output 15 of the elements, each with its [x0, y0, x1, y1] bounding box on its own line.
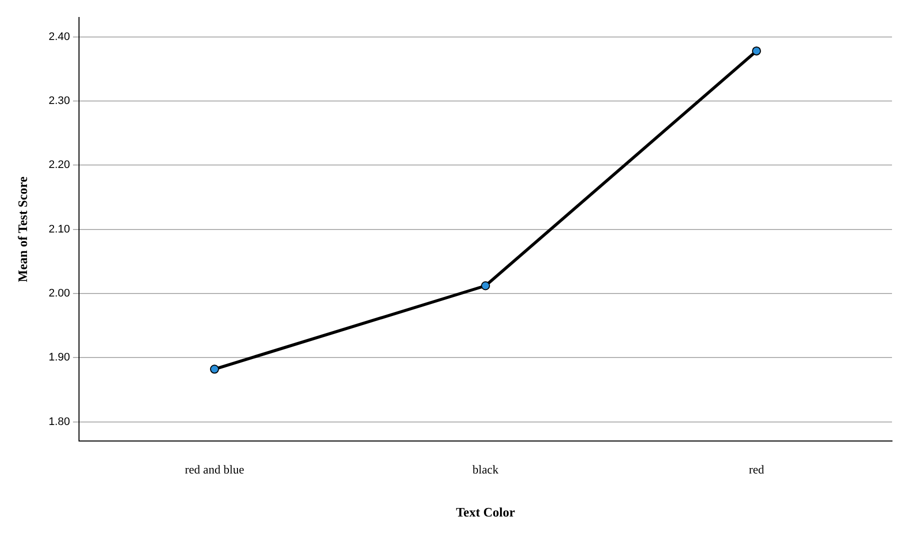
- y-tick-label: 2.10: [48, 223, 70, 236]
- y-tick-label: 2.40: [48, 30, 70, 43]
- point: [210, 364, 220, 374]
- y-tick-label: 2.20: [48, 159, 70, 172]
- y-tick-label: 1.90: [48, 352, 70, 364]
- point: [752, 46, 761, 56]
- y-tick-label: 2.30: [48, 95, 70, 108]
- x-tick-label: black: [472, 462, 499, 476]
- point: [481, 281, 490, 290]
- y-tick-label: 2.00: [48, 287, 70, 300]
- y-tick-label: 1.80: [48, 416, 70, 428]
- x-axis-title: Text Color: [456, 504, 516, 520]
- y-axis-title: Mean of Test Score: [15, 176, 30, 282]
- x-tick-label: red: [748, 462, 764, 476]
- x-tick-label: red and blue: [184, 462, 244, 476]
